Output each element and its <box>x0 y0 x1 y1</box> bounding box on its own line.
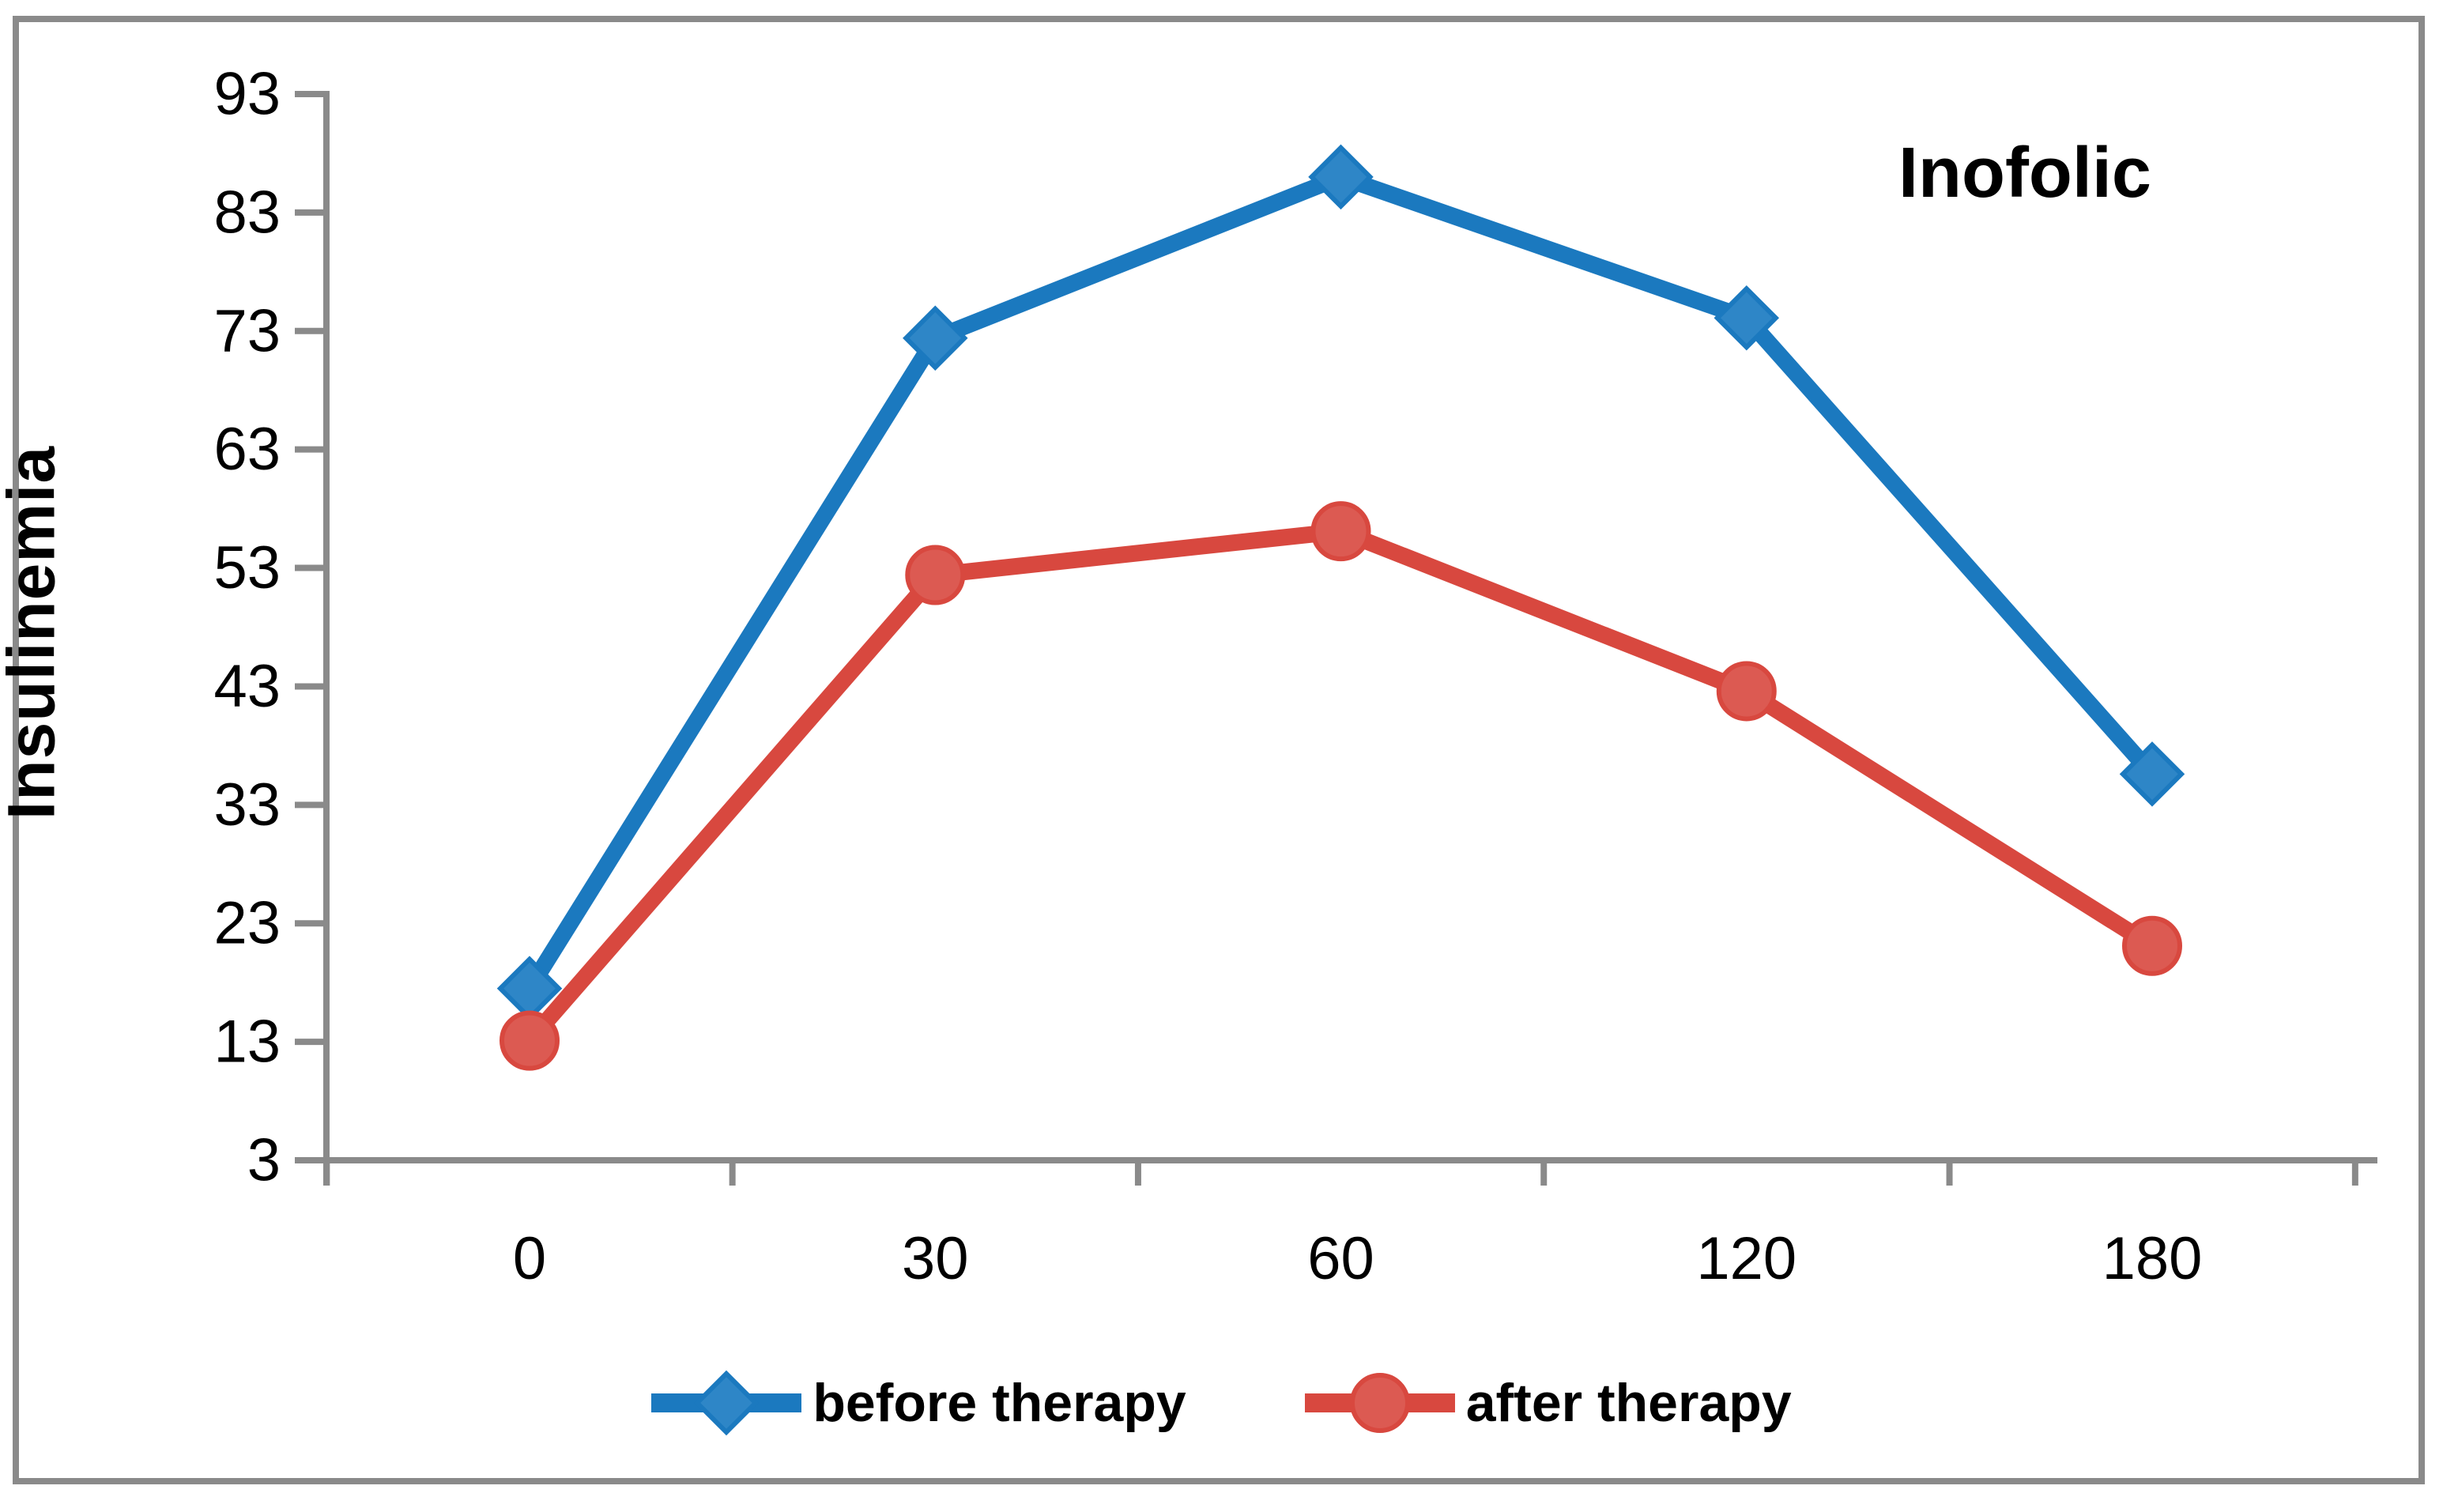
legend-swatch <box>651 1370 802 1436</box>
y-tick-label: 63 <box>213 416 281 483</box>
diamond-marker <box>1308 144 1374 210</box>
diamond-marker <box>903 305 968 371</box>
series-after-therapy <box>500 501 2182 1071</box>
y-tick-label: 13 <box>213 1009 281 1076</box>
circle-marker <box>500 1010 560 1071</box>
legend-item-after-therapy: after therapy <box>1304 1367 1792 1438</box>
series-before-therapy <box>496 144 2185 1021</box>
y-tick-label: 83 <box>213 179 281 246</box>
x-tick-label: 60 <box>1307 1225 1374 1292</box>
circle-marker <box>1349 1373 1410 1433</box>
chart-frame <box>13 16 2425 1484</box>
diamond-marker <box>694 1370 760 1436</box>
y-tick-label: 73 <box>213 297 281 364</box>
circle-marker <box>1310 501 1371 562</box>
y-tick-label: 3 <box>247 1127 281 1194</box>
diamond-marker <box>1713 285 1780 351</box>
series-line <box>521 168 2161 997</box>
x-tick-label: 120 <box>1696 1225 1796 1292</box>
y-tick-label: 93 <box>213 61 281 128</box>
legend-swatch <box>1304 1373 1455 1433</box>
x-tick-label: 180 <box>2102 1225 2203 1292</box>
x-tick-label: 0 <box>513 1225 546 1292</box>
legend-item-before-therapy: before therapy <box>651 1367 1186 1438</box>
circle-marker <box>905 545 966 605</box>
legend-label: after therapy <box>1465 1373 1792 1433</box>
y-axis-title: Insulinemia <box>0 445 69 820</box>
y-tick-label: 33 <box>213 771 281 839</box>
circle-marker <box>2122 915 2182 976</box>
y-tick-label: 23 <box>213 890 281 957</box>
chart-annotation: Inofolic <box>1898 134 2151 213</box>
y-tick-label: 43 <box>213 653 281 720</box>
legend-label: before therapy <box>812 1373 1186 1433</box>
diamond-marker <box>2119 741 2185 807</box>
x-tick-label: 30 <box>902 1225 969 1292</box>
circle-marker <box>1716 661 1777 722</box>
y-tick-label: 53 <box>213 534 281 601</box>
legend: before therapy after therapy <box>0 1367 2443 1438</box>
